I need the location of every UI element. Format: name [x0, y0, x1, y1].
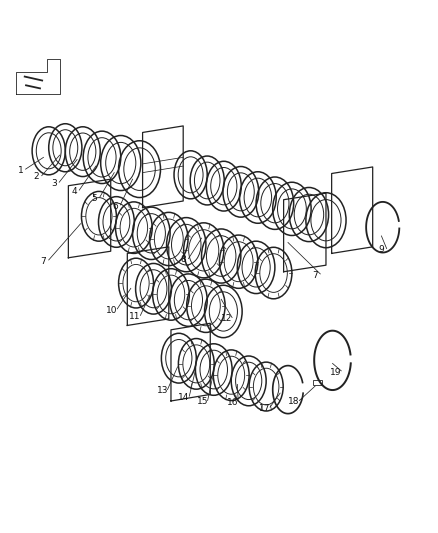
Text: 5: 5	[92, 194, 97, 203]
Text: 19: 19	[330, 368, 342, 377]
Text: 7: 7	[312, 271, 318, 280]
Text: 16: 16	[227, 398, 239, 407]
Bar	[313, 380, 322, 385]
Text: 11: 11	[129, 312, 141, 321]
Text: 17: 17	[259, 404, 271, 413]
Text: 15: 15	[197, 397, 208, 406]
Text: 8: 8	[180, 255, 186, 264]
Text: 1: 1	[18, 166, 23, 175]
Text: 2: 2	[34, 173, 39, 182]
Text: 10: 10	[106, 305, 118, 314]
Text: 3: 3	[51, 179, 57, 188]
Text: 14: 14	[178, 393, 190, 402]
Text: 7: 7	[41, 257, 46, 266]
Text: 6: 6	[112, 202, 118, 211]
Text: 13: 13	[156, 386, 168, 395]
Text: 18: 18	[288, 397, 300, 406]
Text: 4: 4	[71, 187, 77, 196]
Text: 9: 9	[378, 245, 384, 254]
Text: 12: 12	[221, 314, 233, 324]
